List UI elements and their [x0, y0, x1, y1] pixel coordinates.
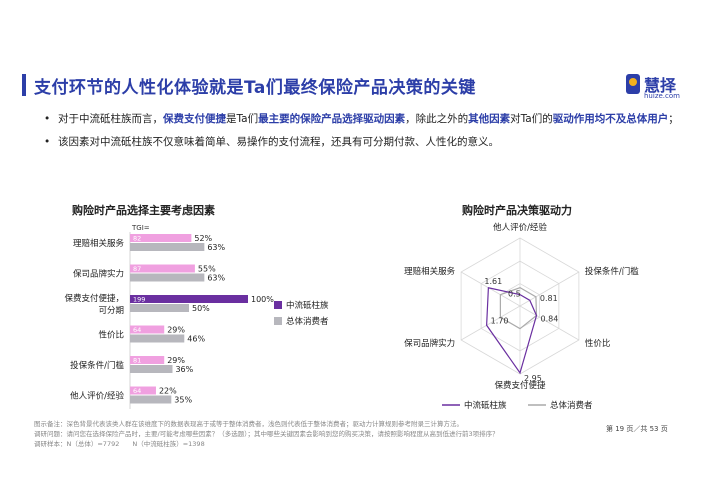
radar-value-label: 2.95 — [524, 374, 542, 383]
bullet-highlight: 驱动作用均不及总体用户 — [552, 113, 669, 125]
bar-mark-series1 — [130, 295, 248, 303]
radar-value-label: 1.70 — [491, 316, 509, 325]
radar-series-line — [486, 287, 538, 375]
bullet-text: ； — [668, 113, 679, 125]
bullet-text: 对Ta们的 — [510, 113, 553, 125]
logo-icon — [626, 74, 640, 94]
bullet-item-1: 对于中流砥柱族而言，保费支付便捷是Ta们最主要的保险产品选择驱动因素，除此之外的… — [44, 110, 684, 129]
bar-data-label: 63% — [207, 243, 225, 252]
legend-swatch-series2 — [274, 317, 282, 325]
radar-spoke — [460, 305, 521, 341]
bar-category-label: 保费支付便捷， — [64, 293, 124, 304]
bar-mark-series1 — [130, 386, 156, 395]
radar-series-line — [499, 286, 538, 330]
bar-mark-series2 — [130, 365, 173, 373]
bar-category-label: 投保条件/门槛 — [70, 360, 124, 371]
logo-name: 慧择 — [644, 76, 677, 95]
bar-data-label: 46% — [187, 335, 205, 344]
bar-mark-series2 — [130, 273, 205, 282]
radar-axis-label: 他人评价/经验 — [493, 222, 547, 233]
bar-data-label: 100% — [251, 295, 274, 304]
radar-value-label: 0.84 — [540, 315, 558, 324]
footer-sample: 调研样本：N（总体）=7792 N（中流砥柱族）=1398 — [34, 440, 205, 448]
radar-axis-label: 保司品牌实力 — [404, 338, 455, 349]
tgi-value-label: 64 — [133, 387, 141, 395]
radar-value-label: 1.61 — [484, 277, 502, 286]
tgi-value-label: 199 — [133, 296, 145, 304]
bar-category-label: 性价比 — [98, 330, 124, 341]
page-title: 支付环节的人性化体验就是Ta们最终保险产品决策的关键 — [34, 78, 476, 98]
radar-axis-label: 理赔相关服务 — [404, 266, 456, 277]
bar-data-label: 36% — [175, 365, 193, 374]
radar-axis-label: 投保条件/门槛 — [585, 266, 639, 277]
footer-note: 图示备注：深色背景代表该类人群在该维度下的数据表现高于或等于整体消费者，浅色则代… — [34, 420, 463, 428]
bar-category-label: 理赔相关服务 — [73, 238, 125, 249]
bar-mark-series2 — [130, 395, 172, 404]
title-accent-bar — [22, 74, 26, 96]
bar-data-label: 22% — [159, 387, 177, 396]
bullet-text: 对于中流砥柱族而言， — [58, 113, 163, 125]
bar-category-label: 他人评价/经验 — [70, 391, 124, 402]
bullet-highlight: 保费支付便捷 — [163, 113, 226, 125]
bar-mark-series1 — [130, 264, 195, 273]
radar-axis-label: 性价比 — [585, 338, 611, 349]
bar-data-label: 29% — [167, 356, 185, 365]
radar-axis-label: 保费支付便捷 — [494, 380, 546, 391]
tgi-value-label: 87 — [133, 265, 141, 273]
bullet-item-2: 该因素对中流砥柱族不仅意味着简单、易操作的支付流程，还具有可分期付款、人性化的意… — [44, 133, 684, 152]
bullet-highlight: 最主要的保险产品选择驱动因素 — [258, 113, 406, 125]
bar-mark-series2 — [130, 304, 189, 312]
footer-question: 调研问题：请问您在选择保险产品时，主要/可能考虑哪些因素？（多选题）；其中哪些关… — [34, 430, 499, 438]
radar-value-label: 0.5 — [508, 290, 521, 299]
legend-label: 中流砥柱族 — [286, 300, 329, 311]
radar-spoke — [460, 271, 521, 307]
bar-data-label: 29% — [167, 326, 185, 335]
bullet-highlight: 其他因素 — [468, 113, 511, 125]
logo-url: huize.com — [644, 92, 680, 100]
legend-label: 总体消费者 — [550, 400, 593, 411]
bar-mark-series1 — [130, 234, 192, 242]
bar-data-label: 35% — [174, 396, 192, 405]
radar-spoke — [519, 305, 580, 341]
bar-mark-series1 — [130, 325, 165, 334]
brand-logo: 慧择 huize.com — [626, 72, 686, 102]
bullet-text: ，除此之外的 — [405, 113, 469, 125]
bar-category-label: 可分期 — [98, 306, 124, 316]
bar-data-label: 63% — [207, 274, 225, 283]
page-number: 第 19 页／共 53 页 — [606, 425, 668, 433]
legend-swatch-series1 — [274, 301, 282, 309]
bullet-list: 对于中流砥柱族而言，保费支付便捷是Ta们最主要的保险产品选择驱动因素，除此之外的… — [44, 110, 684, 152]
bullet-text: 是Ta们 — [226, 113, 259, 125]
bar-category-label: 保司品牌实力 — [73, 269, 124, 280]
radar-value-label: 0.81 — [540, 294, 558, 303]
bar-data-label: 55% — [198, 265, 216, 274]
tgi-value-label: 64 — [133, 326, 141, 334]
tgi-value-label: 81 — [133, 357, 141, 365]
bar-data-label: 50% — [192, 304, 210, 313]
bar-data-label: 52% — [194, 234, 212, 243]
tgi-label: TGI= — [131, 224, 150, 232]
bullet-text: 该因素对中流砥柱族不仅意味着简单、易操作的支付流程，还具有可分期付款、人性化的意… — [58, 136, 499, 148]
tgi-value-label: 82 — [133, 235, 141, 243]
radar-chart-title: 购险时产品决策驱动力 — [462, 204, 572, 217]
bar-mark-series2 — [130, 334, 185, 343]
bar-chart-title: 购险时产品选择主要考虑因素 — [72, 204, 215, 217]
legend-label: 总体消费者 — [286, 316, 329, 327]
bar-mark-series2 — [130, 243, 205, 251]
bar-mark-series1 — [130, 356, 165, 364]
legend-label: 中流砥柱族 — [464, 400, 507, 411]
